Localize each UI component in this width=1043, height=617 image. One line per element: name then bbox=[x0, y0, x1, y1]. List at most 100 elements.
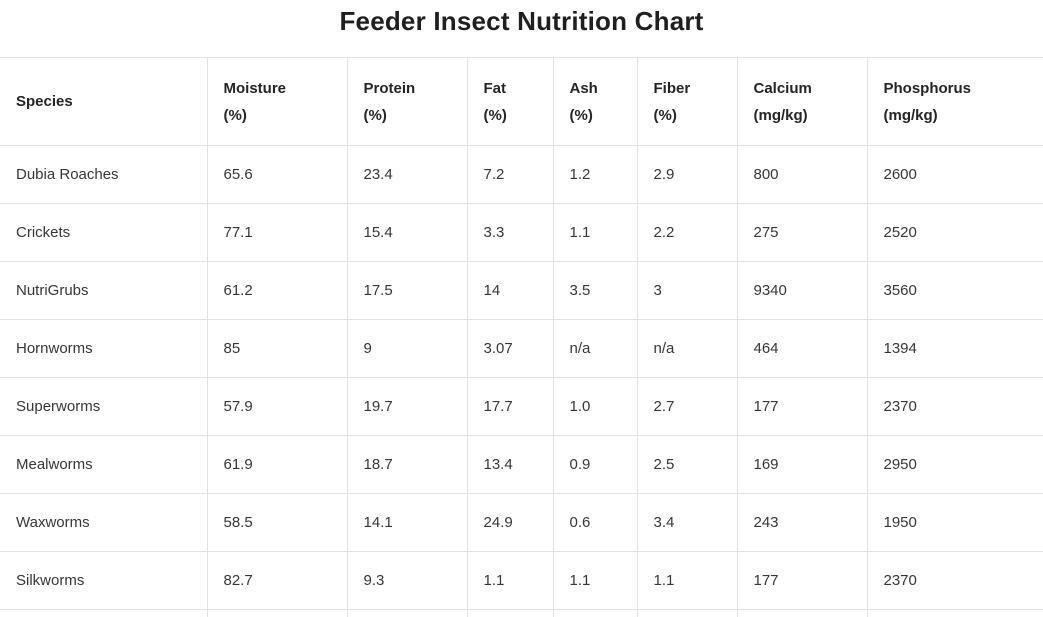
value-cell: 61.2 bbox=[207, 261, 348, 320]
value-cell: n/a bbox=[637, 319, 738, 378]
value-cell: 0.6 bbox=[553, 493, 638, 552]
value-cell: 57.9 bbox=[207, 377, 348, 436]
value-cell: 15.4 bbox=[347, 203, 468, 262]
table-row: Superworms 57.9 19.7 17.7 1.0 2.7 177 2370 bbox=[0, 377, 1043, 436]
value-cell: 1394 bbox=[867, 319, 1043, 378]
value-cell: 464 bbox=[737, 319, 868, 378]
value-cell bbox=[467, 609, 554, 617]
value-cell: 3.3 bbox=[467, 203, 554, 262]
column-unit: (%) bbox=[483, 106, 507, 124]
column-label: Fat bbox=[483, 79, 507, 97]
species-cell: NutriGrubs bbox=[0, 261, 208, 320]
table-row: Crickets 77.1 15.4 3.3 1.1 2.2 275 2520 bbox=[0, 203, 1043, 262]
value-cell: 0.9 bbox=[553, 435, 638, 494]
value-cell: n/a bbox=[553, 319, 638, 378]
value-cell: 77.1 bbox=[207, 203, 348, 262]
table-row: NutriGrubs 61.2 17.5 14 3.5 3 9340 3560 bbox=[0, 261, 1043, 320]
value-cell: 1.1 bbox=[553, 203, 638, 262]
value-cell: 2.5 bbox=[637, 435, 738, 494]
column-unit: (%) bbox=[569, 106, 593, 124]
value-cell: 14 bbox=[467, 261, 554, 320]
value-cell: 2600 bbox=[867, 145, 1043, 204]
column-unit: (%) bbox=[223, 106, 247, 124]
column-label: Species bbox=[16, 93, 73, 110]
column-unit: (%) bbox=[653, 106, 677, 124]
nutrition-table: Species Moisture (%) Protein (%) Fat (%)… bbox=[0, 57, 1043, 617]
value-cell: 2950 bbox=[867, 435, 1043, 494]
value-cell: 85 bbox=[207, 319, 348, 378]
column-header-fiber: Fiber (%) bbox=[637, 57, 738, 146]
value-cell bbox=[867, 609, 1043, 617]
value-cell: 2.9 bbox=[637, 145, 738, 204]
species-cell: Waxworms bbox=[0, 493, 208, 552]
value-cell: 23.4 bbox=[347, 145, 468, 204]
value-cell: 3 bbox=[637, 261, 738, 320]
value-cell: 9340 bbox=[737, 261, 868, 320]
value-cell: 82.7 bbox=[207, 551, 348, 610]
column-label: Moisture bbox=[223, 79, 287, 97]
value-cell: 169 bbox=[737, 435, 868, 494]
species-cell: Mealworms bbox=[0, 435, 208, 494]
page-title: Feeder Insect Nutrition Chart bbox=[339, 6, 704, 36]
table-row: Waxworms 58.5 14.1 24.9 0.6 3.4 243 1950 bbox=[0, 493, 1043, 552]
value-cell: 17.5 bbox=[347, 261, 468, 320]
value-cell bbox=[347, 609, 468, 617]
value-cell: 177 bbox=[737, 377, 868, 436]
column-header-moisture: Moisture (%) bbox=[207, 57, 348, 146]
value-cell bbox=[207, 609, 348, 617]
value-cell: 14.1 bbox=[347, 493, 468, 552]
value-cell: 13.4 bbox=[467, 435, 554, 494]
species-cell: Hornworms bbox=[0, 319, 208, 378]
table-header: Species Moisture (%) Protein (%) Fat (%)… bbox=[0, 57, 1043, 146]
column-label: Phosphorus bbox=[883, 79, 972, 97]
table-body: Dubia Roaches 65.6 23.4 7.2 1.2 2.9 800 2600 Cri… bbox=[0, 145, 1043, 617]
value-cell: 1.2 bbox=[553, 145, 638, 204]
value-cell: 800 bbox=[737, 145, 868, 204]
value-cell: 9.3 bbox=[347, 551, 468, 610]
column-header-ash: Ash (%) bbox=[553, 57, 638, 146]
value-cell: 61.9 bbox=[207, 435, 348, 494]
value-cell: 2370 bbox=[867, 377, 1043, 436]
table-row: Hornworms 85 9 3.07 n/a n/a 464 1394 bbox=[0, 319, 1043, 378]
table-row: Mealworms 61.9 18.7 13.4 0.9 2.5 169 2950 bbox=[0, 435, 1043, 494]
value-cell bbox=[637, 609, 738, 617]
value-cell: 243 bbox=[737, 493, 868, 552]
value-cell: 17.7 bbox=[467, 377, 554, 436]
column-header-phosphorus: Phosphorus (mg/kg) bbox=[867, 57, 1043, 146]
value-cell: 2.2 bbox=[637, 203, 738, 262]
value-cell: 1.1 bbox=[467, 551, 554, 610]
column-header-calcium: Calcium (mg/kg) bbox=[737, 57, 868, 146]
table-row: Silkworms 82.7 9.3 1.1 1.1 1.1 177 2370 bbox=[0, 551, 1043, 610]
column-header-fat: Fat (%) bbox=[467, 57, 554, 146]
column-unit: (mg/kg) bbox=[883, 106, 938, 124]
value-cell: 2.7 bbox=[637, 377, 738, 436]
value-cell: 65.6 bbox=[207, 145, 348, 204]
species-cell bbox=[0, 609, 208, 617]
value-cell: 1.0 bbox=[553, 377, 638, 436]
value-cell: 58.5 bbox=[207, 493, 348, 552]
value-cell: 19.7 bbox=[347, 377, 468, 436]
species-cell: Dubia Roaches bbox=[0, 145, 208, 204]
value-cell: 275 bbox=[737, 203, 868, 262]
column-header-protein: Protein (%) bbox=[347, 57, 468, 146]
species-cell: Silkworms bbox=[0, 551, 208, 610]
value-cell bbox=[737, 609, 868, 617]
column-header-species: Species bbox=[0, 57, 208, 146]
value-cell: 1950 bbox=[867, 493, 1043, 552]
column-label: Fiber bbox=[653, 79, 691, 97]
species-cell: Superworms bbox=[0, 377, 208, 436]
species-cell: Crickets bbox=[0, 203, 208, 262]
column-label: Calcium bbox=[753, 79, 812, 97]
column-label: Protein bbox=[363, 79, 416, 97]
value-cell bbox=[553, 609, 638, 617]
value-cell: 1.1 bbox=[637, 551, 738, 610]
table-row: Dubia Roaches 65.6 23.4 7.2 1.2 2.9 800 2600 bbox=[0, 145, 1043, 204]
column-unit: (mg/kg) bbox=[753, 106, 808, 124]
column-unit: (%) bbox=[363, 106, 387, 124]
value-cell: 7.2 bbox=[467, 145, 554, 204]
value-cell: 3560 bbox=[867, 261, 1043, 320]
value-cell: 3.5 bbox=[553, 261, 638, 320]
value-cell: 3.07 bbox=[467, 319, 554, 378]
value-cell: 18.7 bbox=[347, 435, 468, 494]
